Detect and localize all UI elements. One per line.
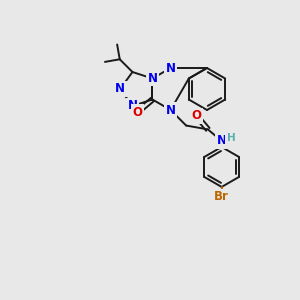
Text: N: N <box>166 103 176 116</box>
Text: N: N <box>115 82 125 95</box>
Text: N: N <box>128 100 137 112</box>
Text: N: N <box>166 61 176 74</box>
Text: N: N <box>147 72 158 85</box>
Text: Br: Br <box>214 190 229 203</box>
Text: H: H <box>227 133 236 142</box>
Text: N: N <box>217 134 226 147</box>
Text: O: O <box>191 109 201 122</box>
Text: O: O <box>132 106 142 119</box>
